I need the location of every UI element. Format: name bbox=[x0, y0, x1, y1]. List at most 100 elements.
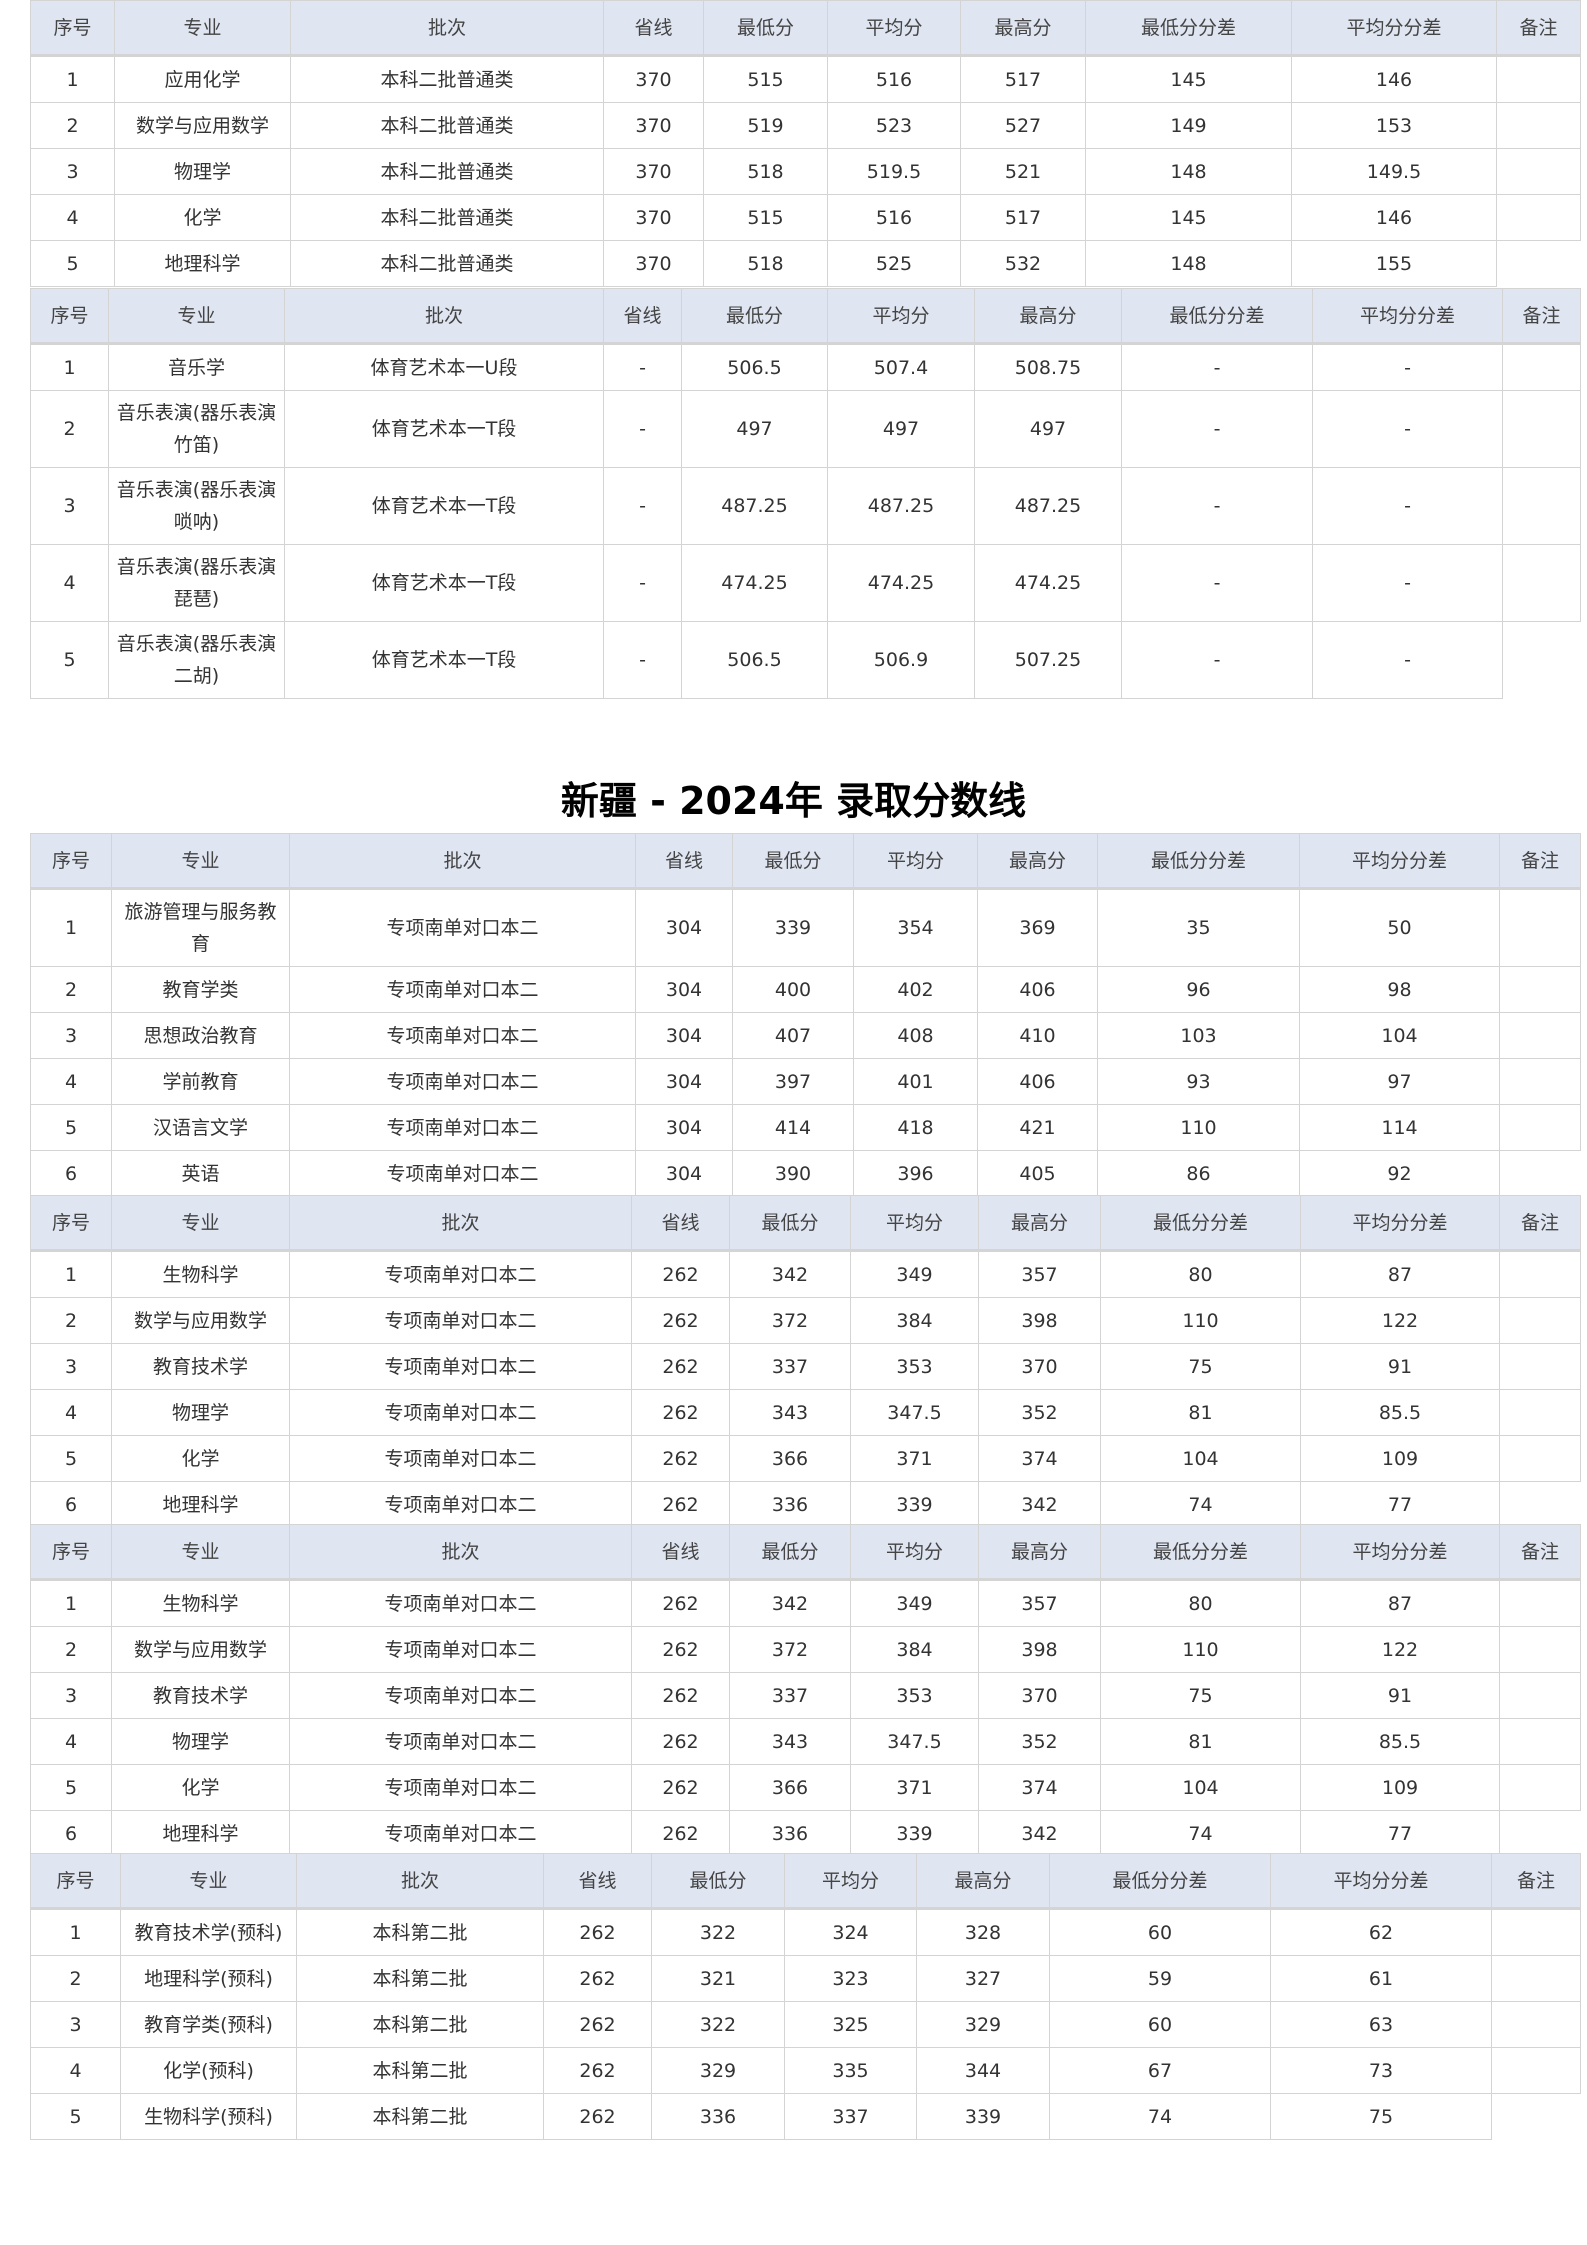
cell-major: 化学 bbox=[111, 1435, 290, 1482]
cell-min-diff: - bbox=[1121, 343, 1313, 391]
cell-major: 地理科学 bbox=[111, 1481, 290, 1528]
cell-min-diff: 74 bbox=[1100, 1481, 1301, 1528]
cell-min-diff: 80 bbox=[1100, 1579, 1301, 1627]
cell-remark bbox=[1491, 2001, 1581, 2048]
table-row: 4 物理学 专项南单对口本二 262 343 347.5 352 81 85.5 bbox=[30, 1718, 1581, 1765]
cell-avg-diff: 122 bbox=[1300, 1297, 1500, 1344]
cell-min-diff: 86 bbox=[1097, 1150, 1300, 1197]
cell-major: 旅游管理与服务教育 bbox=[111, 888, 290, 967]
header-avg-diff: 平均分分差 bbox=[1291, 0, 1497, 57]
header-avg-score: 平均分 bbox=[827, 0, 961, 57]
header-provincial-line: 省线 bbox=[635, 833, 733, 890]
header-avg-diff: 平均分分差 bbox=[1270, 1853, 1492, 1910]
header-index: 序号 bbox=[30, 1524, 112, 1581]
table-header-row: 序号 专业 批次 省线 最低分 平均分 最高分 最低分分差 平均分分差 备注 bbox=[30, 1853, 1581, 1910]
cell-avg-diff: - bbox=[1312, 467, 1503, 545]
table-row: 2 数学与应用数学 专项南单对口本二 262 372 384 398 110 122 bbox=[30, 1626, 1581, 1673]
cell-batch: 专项南单对口本二 bbox=[289, 1104, 636, 1151]
header-avg-diff: 平均分分差 bbox=[1300, 1195, 1500, 1252]
cell-min-diff: 110 bbox=[1097, 1104, 1300, 1151]
cell-remark bbox=[1499, 1672, 1581, 1719]
cell-index: 2 bbox=[30, 966, 112, 1013]
cell-remark bbox=[1500, 1482, 1581, 1528]
header-max-score: 最高分 bbox=[977, 833, 1098, 890]
cell-min-diff: 67 bbox=[1049, 2047, 1271, 2094]
cell-major: 化学 bbox=[111, 1764, 290, 1811]
table-row: 1 旅游管理与服务教育 专项南单对口本二 304 339 354 369 35 50 bbox=[30, 888, 1581, 967]
cell-index: 2 bbox=[30, 390, 109, 468]
cell-provincial-line: 304 bbox=[635, 1012, 733, 1059]
cell-provincial-line: 262 bbox=[631, 1764, 730, 1811]
cell-provincial-line: 304 bbox=[635, 966, 733, 1013]
cell-major: 音乐表演(器乐表演琵琶) bbox=[108, 544, 285, 622]
cell-provincial-line: 262 bbox=[631, 1389, 730, 1436]
score-table: 序号 专业 批次 省线 最低分 平均分 最高分 最低分分差 平均分分差 备注 1 音乐学 体育艺术本一U… bbox=[30, 288, 1581, 699]
cell-provincial-line: 262 bbox=[631, 1250, 730, 1298]
header-avg-score: 平均分 bbox=[853, 833, 978, 890]
cell-avg-diff: 87 bbox=[1300, 1579, 1500, 1627]
cell-provincial-line: 304 bbox=[635, 1058, 733, 1105]
cell-avg-diff: 63 bbox=[1270, 2001, 1492, 2048]
cell-avg-diff: 98 bbox=[1299, 966, 1500, 1013]
cell-major: 教育技术学(预科) bbox=[120, 1908, 297, 1956]
header-avg-diff: 平均分分差 bbox=[1299, 833, 1500, 890]
header-remark: 备注 bbox=[1499, 1195, 1581, 1252]
cell-batch: 体育艺术本一T段 bbox=[284, 390, 604, 468]
cell-min-score: 506.5 bbox=[681, 343, 828, 391]
cell-major: 物理学 bbox=[111, 1389, 290, 1436]
cell-index: 1 bbox=[30, 1908, 121, 1956]
cell-min-diff: 103 bbox=[1097, 1012, 1300, 1059]
header-remark: 备注 bbox=[1491, 1853, 1581, 1910]
table-row: 1 教育技术学(预科) 本科第二批 262 322 324 328 60 62 bbox=[30, 1908, 1581, 1956]
cell-avg-diff: 146 bbox=[1291, 194, 1497, 241]
cell-min-score: 329 bbox=[651, 2047, 785, 2094]
cell-min-diff: 145 bbox=[1085, 194, 1292, 241]
cell-provincial-line: 262 bbox=[631, 1481, 730, 1528]
cell-avg-diff: - bbox=[1312, 621, 1503, 699]
cell-max-score: 398 bbox=[978, 1297, 1101, 1344]
cell-min-score: 342 bbox=[729, 1579, 851, 1627]
cell-min-score: 336 bbox=[651, 2093, 785, 2140]
cell-remark bbox=[1499, 1389, 1581, 1436]
cell-batch: 本科二批普通类 bbox=[290, 240, 604, 287]
cell-provincial-line: 370 bbox=[603, 240, 704, 287]
header-min-diff: 最低分分差 bbox=[1100, 1195, 1301, 1252]
cell-batch: 专项南单对口本二 bbox=[289, 1389, 632, 1436]
table-row: 1 生物科学 专项南单对口本二 262 342 349 357 80 87 bbox=[30, 1579, 1581, 1627]
cell-max-score: 398 bbox=[978, 1626, 1101, 1673]
cell-major: 数学与应用数学 bbox=[111, 1626, 290, 1673]
cell-batch: 本科第二批 bbox=[296, 2093, 544, 2140]
cell-avg-score: 349 bbox=[850, 1579, 979, 1627]
table-header-row: 序号 专业 批次 省线 最低分 平均分 最高分 最低分分差 平均分分差 备注 bbox=[30, 833, 1581, 890]
cell-index: 2 bbox=[30, 102, 115, 149]
cell-index: 4 bbox=[30, 194, 115, 241]
cell-index: 4 bbox=[30, 1718, 112, 1765]
cell-batch: 专项南单对口本二 bbox=[289, 888, 636, 967]
cell-remark bbox=[1496, 55, 1581, 103]
cell-min-diff: 74 bbox=[1100, 1810, 1301, 1857]
cell-avg-diff: 77 bbox=[1300, 1810, 1500, 1857]
cell-major: 思想政治教育 bbox=[111, 1012, 290, 1059]
cell-provincial-line: 370 bbox=[603, 55, 704, 103]
cell-avg-score: 401 bbox=[853, 1058, 978, 1105]
cell-min-score: 343 bbox=[729, 1718, 851, 1765]
cell-batch: 专项南单对口本二 bbox=[289, 1764, 632, 1811]
cell-min-score: 372 bbox=[729, 1626, 851, 1673]
cell-min-diff: - bbox=[1121, 467, 1313, 545]
cell-avg-score: 325 bbox=[784, 2001, 917, 2048]
cell-provincial-line: 304 bbox=[635, 1150, 733, 1197]
cell-provincial-line: 262 bbox=[631, 1718, 730, 1765]
cell-batch: 专项南单对口本二 bbox=[289, 1250, 632, 1298]
cell-major: 化学(预科) bbox=[120, 2047, 297, 2094]
cell-major: 生物科学(预科) bbox=[120, 2093, 297, 2140]
header-batch: 批次 bbox=[289, 1195, 632, 1252]
cell-avg-diff: - bbox=[1312, 544, 1503, 622]
cell-avg-score: 408 bbox=[853, 1012, 978, 1059]
header-index: 序号 bbox=[30, 1195, 112, 1252]
cell-major: 英语 bbox=[111, 1150, 290, 1197]
cell-max-score: 507.25 bbox=[974, 621, 1122, 699]
cell-avg-score: 507.4 bbox=[827, 343, 975, 391]
cell-min-diff: 149 bbox=[1085, 102, 1292, 149]
header-min-score: 最低分 bbox=[703, 0, 828, 57]
cell-remark bbox=[1502, 467, 1581, 545]
